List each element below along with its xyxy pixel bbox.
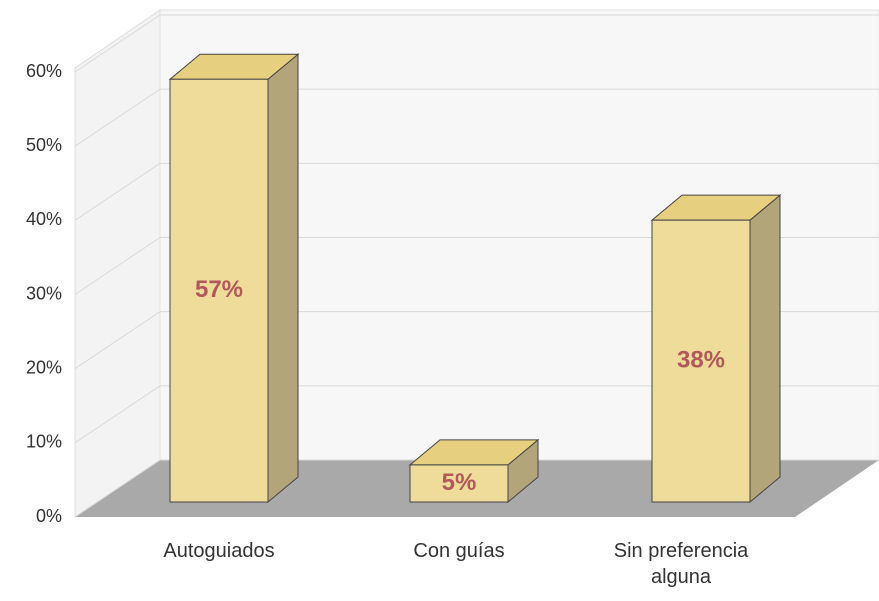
y-tick-label: 20% [26, 357, 62, 377]
left-wall [74, 9, 161, 518]
grid-line [74, 385, 161, 444]
x-tick-label: Con guías [413, 540, 505, 562]
bar [651, 219, 751, 503]
grid-line [74, 459, 161, 518]
y-tick-label: 60% [26, 61, 62, 81]
grid-line [74, 237, 161, 295]
value-label: 57% [195, 276, 243, 303]
x-tick-label: Autoguiados [163, 540, 275, 562]
y-tick-label: 0% [36, 506, 62, 526]
value-label: 5% [442, 469, 477, 496]
bar [169, 78, 269, 503]
grid-line [74, 14, 161, 73]
grid-line [74, 162, 161, 221]
x-tick-label: Sin preferencia alguna [613, 540, 749, 588]
bar-side [749, 194, 781, 504]
value-label: 38% [677, 346, 725, 373]
y-tick-label: 50% [26, 135, 62, 155]
grid-line [74, 88, 161, 147]
grid-line [74, 311, 161, 370]
bar-side [267, 53, 299, 504]
y-tick-label: 30% [26, 283, 62, 303]
bar [409, 464, 509, 503]
y-tick-label: 10% [26, 432, 62, 452]
y-tick-label: 40% [26, 209, 62, 229]
